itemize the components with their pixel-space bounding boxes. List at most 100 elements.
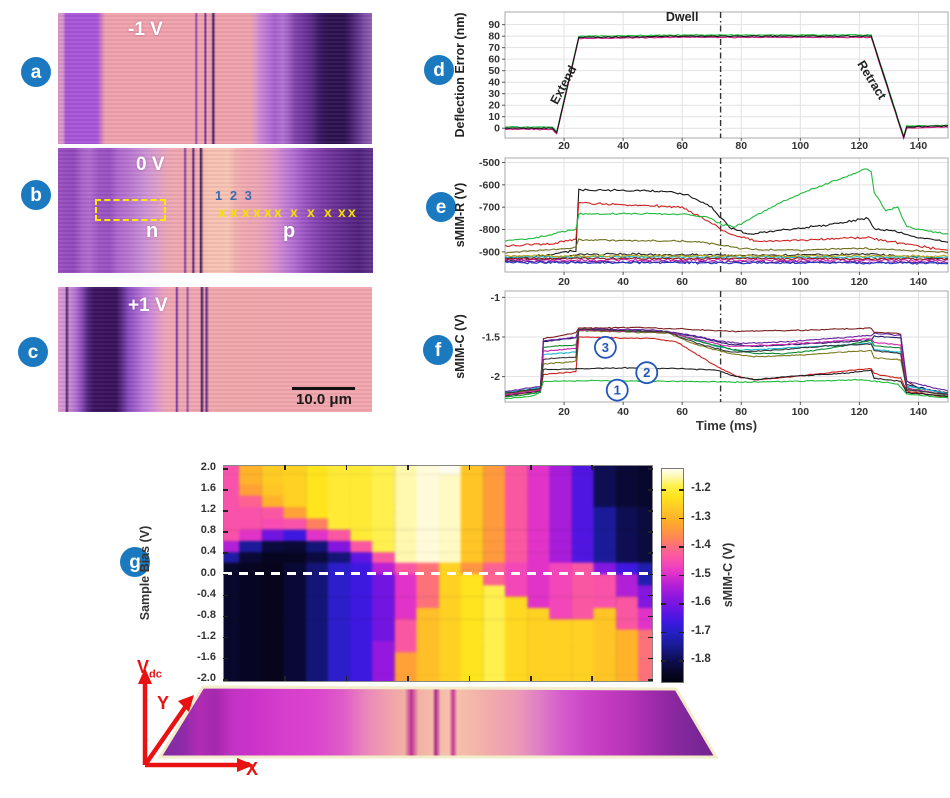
heatmap-cell [394,529,418,542]
heatmap-cell [283,630,307,642]
heatmap-cell [224,518,241,531]
heatmap-tick [407,465,409,470]
heatmap-cell [394,574,418,586]
heatmap-cell [482,585,506,598]
heatmap-cell [460,663,484,676]
heatmap-cell [615,641,639,654]
heatmap-cell [327,507,351,519]
heatmap-cell [327,473,351,486]
heatmap-cell [394,618,418,631]
heatmap-cell [615,618,639,631]
junction-x-marker: x [264,204,272,220]
series-smimc-magenta [504,328,949,396]
heatmap-cell [505,641,528,654]
heatmap-cell [416,529,440,542]
heatmap-cell [593,484,617,497]
heatmap-cell [239,618,263,631]
heatmap-cell [593,507,617,519]
heatmap-cell [482,484,506,497]
heatmap-cell [224,652,241,665]
heatmap-cell [593,540,617,553]
heatmap-cell [224,507,241,519]
heatmap-cell [438,466,462,475]
heatmap-cell [416,652,440,665]
heatmap-cell [549,551,573,564]
heatmap-cell [549,574,573,586]
y-axis-label: sMIM-R (V) [453,183,467,248]
heatmap-cell [527,652,551,665]
heatmap-cell [460,563,484,575]
heatmap-cell [460,484,484,497]
heatmap-cell [527,484,551,497]
heatmap-cell [239,652,263,665]
heatmap-cell [261,574,285,586]
heatmap-tick [530,465,532,470]
heatmap-cell [527,495,551,508]
junction-x-marker: x [348,204,356,220]
heatmap-cell [549,495,573,508]
heatmap-cell [327,663,351,676]
circled-number-text: 3 [602,340,609,355]
vdc-arrowhead [138,668,152,684]
colorbar-tick-label: -1.4 [691,539,711,551]
plot-bg [505,291,948,402]
heatmap-cell [438,518,462,531]
heatmap-cell [372,574,396,586]
heatmap-cell [261,495,285,508]
heatmap-cell [327,596,351,609]
heatmap-cell [615,484,639,497]
heatmap-cell [638,585,652,598]
heatmap-tick [679,631,684,633]
heatmap-cell [283,674,307,681]
heatmap-cell [239,495,263,508]
region-label-p: p [283,220,296,242]
heatmap-cell [239,518,263,531]
heatmap-cell [505,495,528,508]
y-tick-label: 10 [488,111,500,123]
heatmap-cell [372,518,396,531]
heatmap-cell [482,507,506,519]
heatmap-tick [223,657,228,660]
heatmap-tick [407,676,409,681]
y-tick-label: -2 [491,371,500,383]
heatmap-cell [305,484,329,497]
heatmap-cell [305,663,329,676]
circled-number-text: 1 [614,383,621,398]
heatmap-cell [394,563,418,575]
point-numbers-123: 1 2 3 [215,188,254,203]
colorbar-tick-label: -1.5 [691,567,711,580]
heatmap-cell [549,473,573,486]
heatmap-cell [593,607,617,620]
heatmap-cell [438,540,462,553]
heatmap-cell [261,484,285,497]
heatmap-cell [460,473,484,486]
heatmap-cell [549,484,573,497]
heatmap-cell [571,518,595,531]
x-tick-label: 40 [617,406,629,418]
x-tick-label: 140 [910,276,928,288]
plot-border [504,11,949,139]
heatmap-cell [438,551,462,564]
heatmap-cell [460,641,484,654]
heatmap-cell [394,674,418,681]
smim-plane-projection [157,685,719,759]
heatmap-cell [549,540,573,553]
heatmap-cell [615,585,639,598]
heatmap-cell [239,551,263,564]
heatmap-cell [372,551,396,564]
heatmap-cell [394,630,418,642]
heatmap-cell [460,507,484,519]
heatmap-cell [571,466,595,475]
heatmap-cell [460,518,484,531]
heatmap-cell [394,585,418,598]
circled-number-3 [594,335,617,359]
heatmap-cell [482,551,506,564]
heatmap-cell [460,529,484,542]
heatmap-cell [638,641,652,654]
heatmap-cell [416,540,440,553]
heatmap-cell [615,466,639,475]
heatmap-cell [239,473,263,486]
heatmap-cell [638,663,652,676]
heatmap-cell [305,551,329,564]
heatmap-cell [224,574,241,586]
